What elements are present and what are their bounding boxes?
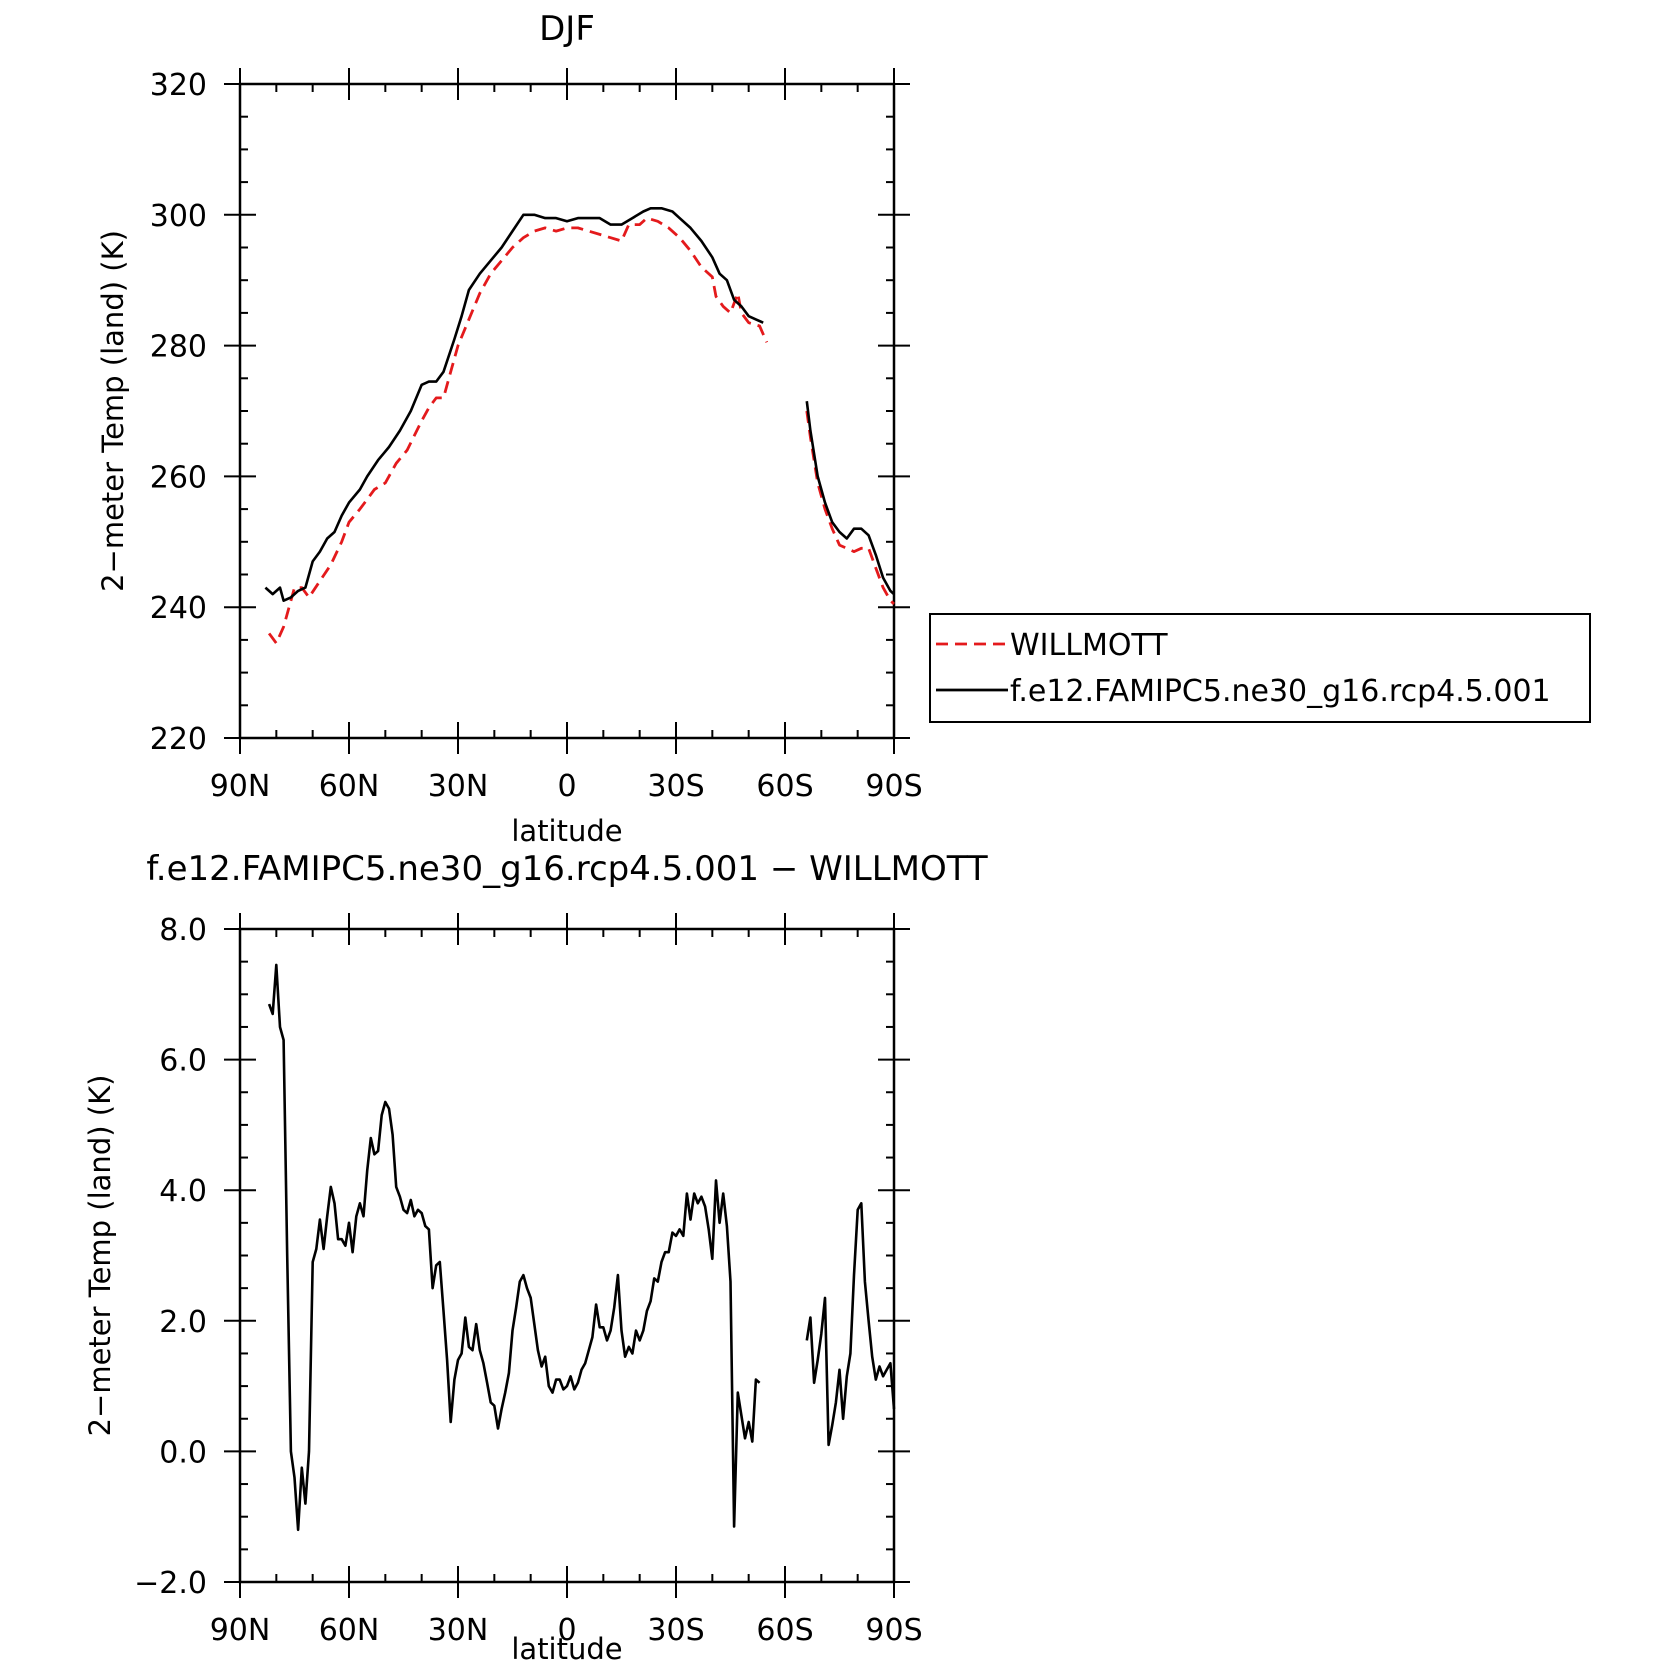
plot-frame [238, 927, 896, 1584]
y-axis-label: 2−meter Temp (land) (K) [83, 1075, 117, 1437]
x-tick-label: 30N [428, 1613, 489, 1648]
y-tick-label: 320 [150, 68, 207, 103]
y-tick-label: 220 [150, 722, 207, 757]
x-tick-label: 30N [428, 769, 489, 804]
series-line [267, 216, 769, 645]
series-line [805, 410, 895, 605]
series-line [805, 1202, 896, 1447]
x-tick-label: 60N [319, 769, 380, 804]
x-tick-label: 90S [865, 1613, 922, 1648]
legend-label: f.e12.FAMIPC5.ne30_g16.rcp4.5.001 [1010, 674, 1551, 709]
x-tick-label: 30S [647, 1613, 704, 1648]
x-tick-label: 90N [210, 1613, 271, 1648]
x-tick-label: 60N [319, 1613, 380, 1648]
x-axis-label: latitude [511, 1632, 622, 1666]
y-tick-label: 240 [150, 591, 207, 626]
legend-label: WILLMOTT [1010, 628, 1168, 663]
x-tick-label: 60S [756, 1613, 813, 1648]
y-tick-label: 260 [150, 460, 207, 495]
y-tick-label: 0.0 [159, 1435, 207, 1470]
x-tick-label: 0 [557, 1613, 576, 1648]
y-tick-label: 300 [150, 199, 207, 234]
x-tick-label: 30S [647, 769, 704, 804]
legend-box [929, 613, 1591, 723]
chart-title: f.e12.FAMIPC5.ne30_g16.rcp4.5.001 − WILL… [146, 849, 988, 889]
chart-2: f.e12.FAMIPC5.ne30_g16.rcp4.5.001 − WILL… [83, 849, 988, 1666]
plot-frame [238, 82, 896, 740]
chart-1: DJF 220 240 260 280 300 320 90N 60N 30N 0 30S 60S 90S… [96, 9, 1591, 848]
series-line [264, 207, 764, 603]
series-line [267, 963, 761, 1532]
chart-title: DJF [539, 9, 595, 49]
x-axis-label: latitude [511, 814, 622, 848]
series-f-e12-famipc5-ne30-g16-rcp4-5-001 [264, 207, 895, 603]
series-line [805, 401, 895, 596]
x-tick-label: 90N [210, 769, 271, 804]
x-tick-label: 90S [865, 769, 922, 804]
y-tick-label: 6.0 [159, 1044, 207, 1079]
series-1 [267, 963, 896, 1532]
y-tick-label: 8.0 [159, 913, 207, 948]
y-tick-label: 2.0 [159, 1305, 207, 1340]
y-tick-label: −2.0 [134, 1566, 207, 1601]
y-tick-label: 4.0 [159, 1174, 207, 1209]
x-tick-label: 60S [756, 769, 813, 804]
y-tick-label: 280 [150, 330, 207, 365]
legend: WILLMOTT f.e12.FAMIPC5.ne30_g16.rcp4.5.00… [929, 613, 1591, 723]
x-tick-label: 0 [557, 769, 576, 804]
series-willmott [267, 216, 895, 645]
y-axis-label: 2−meter Temp (land) (K) [96, 230, 130, 592]
